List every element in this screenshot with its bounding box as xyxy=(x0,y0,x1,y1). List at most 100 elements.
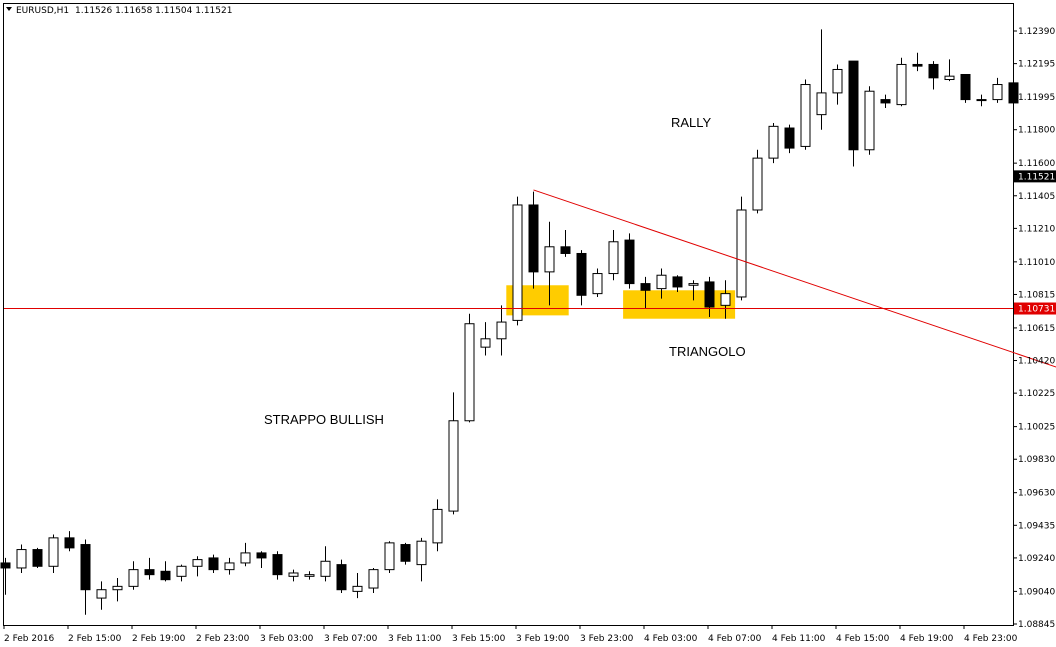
time-tick-label: 4 Feb 15:00 xyxy=(836,634,890,644)
candle xyxy=(944,59,955,82)
time-tick-label: 4 Feb 07:00 xyxy=(708,634,762,644)
candle-body-bull xyxy=(896,63,907,106)
candle-body-bear xyxy=(528,204,539,273)
candle-body-bull xyxy=(112,585,123,591)
candle xyxy=(400,542,411,565)
candle xyxy=(496,305,507,356)
candle xyxy=(912,52,923,72)
time-tick-label: 4 Feb 23:00 xyxy=(964,634,1018,644)
candle-body-bull xyxy=(832,68,843,94)
candle xyxy=(256,551,267,568)
price-tick-label: 1.10420 xyxy=(1018,357,1055,367)
candle xyxy=(144,557,155,580)
candle xyxy=(448,392,459,515)
candle-body-bear xyxy=(960,73,971,101)
candle-body-bull xyxy=(176,565,187,577)
highlight-zone-2 xyxy=(623,290,736,319)
candle xyxy=(784,124,795,154)
time-tick-label: 2 Feb 19:00 xyxy=(132,634,186,644)
candle xyxy=(576,250,587,306)
candle xyxy=(544,221,555,306)
triangle-trendline[interactable] xyxy=(533,189,1056,426)
candle-body-bull xyxy=(192,559,203,567)
price-tick-label: 1.11405 xyxy=(1018,192,1055,202)
candle xyxy=(368,567,379,594)
candle-body-bear xyxy=(0,562,11,569)
candle xyxy=(672,275,683,292)
candle-body-bear xyxy=(144,569,155,576)
candle xyxy=(528,191,539,289)
candle-body-bull xyxy=(816,92,827,116)
candle xyxy=(304,571,315,580)
candle-body-bull xyxy=(480,338,491,348)
candle xyxy=(656,268,667,299)
candle-body-bull xyxy=(992,84,1003,101)
candle xyxy=(832,64,843,105)
time-tick-label: 3 Feb 11:00 xyxy=(388,634,442,644)
candle-body-bull xyxy=(224,562,235,571)
candle xyxy=(160,561,171,582)
candle-body-bear xyxy=(928,63,939,79)
dropdown-triangle-icon[interactable] xyxy=(6,7,12,11)
candle xyxy=(816,29,827,130)
time-tick-label: 4 Feb 19:00 xyxy=(900,634,954,644)
candle xyxy=(0,557,11,595)
candle-body-bear xyxy=(672,276,683,288)
time-axis[interactable]: 2 Feb 2016 2 Feb 15:00 2 Feb 19:00 2 Feb 23… xyxy=(3,625,1018,644)
current-price-tag: 1.11521 xyxy=(1014,170,1056,183)
candle-body-bear xyxy=(880,99,891,104)
price-tags: 1.11521 1.10731 xyxy=(1014,170,1056,315)
candle xyxy=(976,94,987,107)
time-tick-label: 2 Feb 15:00 xyxy=(68,634,122,644)
candle xyxy=(208,554,219,573)
candle-body-bull xyxy=(464,323,475,422)
candle-body-bull xyxy=(544,246,555,273)
candle xyxy=(176,564,187,582)
candle xyxy=(192,556,203,577)
candle xyxy=(480,322,491,356)
price-tick-label: 1.12390 xyxy=(1018,27,1055,37)
candle-body-bear xyxy=(208,557,219,571)
candle xyxy=(48,534,59,573)
price-tick-label: 1.12195 xyxy=(1018,60,1055,70)
candle-body-bull xyxy=(800,84,811,147)
candle-body-bear xyxy=(640,283,651,291)
time-tick-label: 3 Feb 23:00 xyxy=(580,634,634,644)
candle-body-bull xyxy=(720,293,731,306)
candle xyxy=(64,531,75,552)
candle-body-bull xyxy=(240,552,251,564)
candle xyxy=(464,313,475,423)
candle-body-bear xyxy=(624,239,635,285)
candle xyxy=(992,77,1003,103)
level-price-tag-label: 1.10731 xyxy=(1018,305,1055,315)
candle xyxy=(688,280,699,301)
price-tick-label: 1.09830 xyxy=(1018,455,1055,465)
level-price-tag-bg xyxy=(1014,302,1056,315)
price-tick-label: 1.09630 xyxy=(1018,489,1055,499)
chart-header: EURUSD,H1 1.11526 1.11658 1.11504 1.1152… xyxy=(6,6,232,16)
current-price-tag-label: 1.11521 xyxy=(1018,172,1055,182)
ohlc-values: 1.11526 1.11658 1.11504 1.11521 xyxy=(75,6,232,16)
candle xyxy=(336,559,347,594)
candles xyxy=(0,29,1019,615)
price-tick-label: 1.09040 xyxy=(1018,587,1055,597)
candle xyxy=(416,537,427,582)
candle xyxy=(752,149,763,214)
candle xyxy=(608,230,619,281)
candle xyxy=(272,551,283,580)
candle-body-bull xyxy=(128,569,139,587)
candle-body-bear xyxy=(80,544,91,591)
price-tick-label: 1.09435 xyxy=(1018,521,1055,531)
price-tick-label: 1.10225 xyxy=(1018,389,1055,399)
candle-body-bull xyxy=(368,569,379,589)
candle xyxy=(560,230,571,257)
candle xyxy=(32,547,43,568)
candle xyxy=(224,557,235,575)
candle xyxy=(112,577,123,602)
time-tick-label: 2 Feb 2016 xyxy=(4,634,55,644)
price-axis[interactable]: 1.12390 1.12195 1.11995 1.11800 1.11600 1.114… xyxy=(1013,27,1055,630)
candle xyxy=(592,268,603,297)
candle-body-bull xyxy=(432,508,443,544)
candle-body-bull xyxy=(512,204,523,321)
